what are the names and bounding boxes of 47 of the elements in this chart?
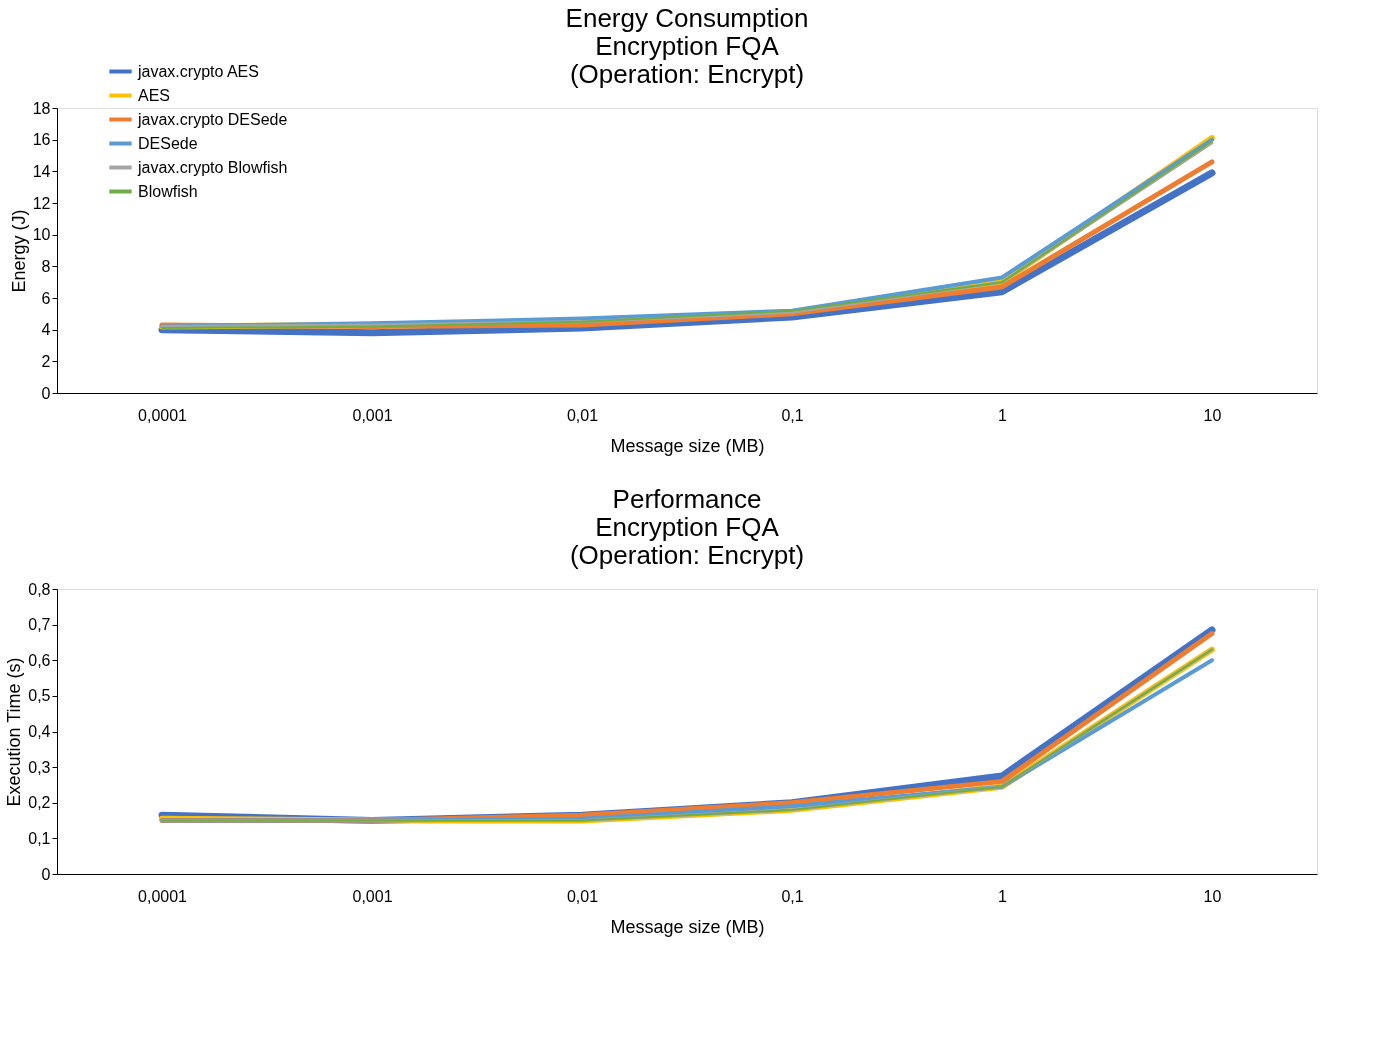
y-tick-label: 0: [41, 384, 51, 402]
legend-label: DESede: [138, 134, 198, 152]
x-tick-label: 0,1: [781, 406, 804, 424]
x-axis-title: Message size (MB): [610, 916, 765, 937]
x-tick-label: 1: [998, 406, 1008, 424]
y-tick-label: 2: [41, 352, 51, 370]
y-tick-label: 6: [41, 289, 51, 307]
x-tick-label: 0,0001: [138, 406, 188, 424]
text: Energy Consumption: [565, 3, 809, 33]
y-tick-label: 14: [32, 162, 51, 180]
legend-label: AES: [138, 86, 171, 104]
x-axis-title: Message size (MB): [610, 435, 765, 456]
y-axis-title: Execution Time (s): [4, 657, 25, 807]
x-tick-label: 0,001: [352, 406, 393, 424]
x-tick-label: 10: [1203, 887, 1222, 905]
x-tick-label: 0,001: [352, 887, 393, 905]
y-tick-label: 0,1: [28, 829, 51, 847]
y-tick-label: 8: [41, 257, 51, 275]
legend-label: javax.crypto AES: [137, 62, 259, 80]
text: Encryption FQA: [595, 512, 779, 542]
legend-label: javax.crypto DESede: [137, 110, 288, 128]
y-tick-label: 18: [32, 99, 51, 117]
text: Encryption FQA: [595, 31, 779, 61]
x-tick-label: 0,01: [566, 406, 599, 424]
y-tick-label: 0,2: [28, 794, 51, 812]
x-tick-label: 0,01: [566, 887, 599, 905]
y-tick-label: 12: [32, 194, 51, 212]
text: (Operation: Encrypt): [569, 59, 805, 89]
text: Performance: [612, 484, 762, 514]
legend-label: javax.crypto Blowfish: [137, 158, 288, 176]
text: (Operation: Encrypt): [569, 540, 805, 570]
y-tick-label: 0,4: [28, 723, 51, 740]
x-tick-label: 0,0001: [138, 887, 188, 905]
y-tick-label: 0,7: [28, 616, 51, 634]
y-axis-title: Energy (J): [8, 209, 29, 293]
y-tick-label: 0,5: [28, 687, 51, 705]
y-tick-label: 0,6: [28, 651, 51, 669]
x-tick-label: 0,1: [781, 887, 804, 905]
legend-label: Blowfish: [138, 182, 198, 200]
y-tick-label: 0,3: [28, 758, 51, 776]
y-tick-label: 0: [41, 865, 51, 883]
y-tick-label: 0,8: [28, 580, 51, 598]
y-tick-label: 16: [32, 131, 51, 149]
y-tick-label: 4: [41, 321, 51, 339]
y-tick-label: 10: [32, 226, 51, 244]
x-tick-label: 1: [998, 887, 1008, 905]
x-tick-label: 10: [1203, 406, 1222, 424]
